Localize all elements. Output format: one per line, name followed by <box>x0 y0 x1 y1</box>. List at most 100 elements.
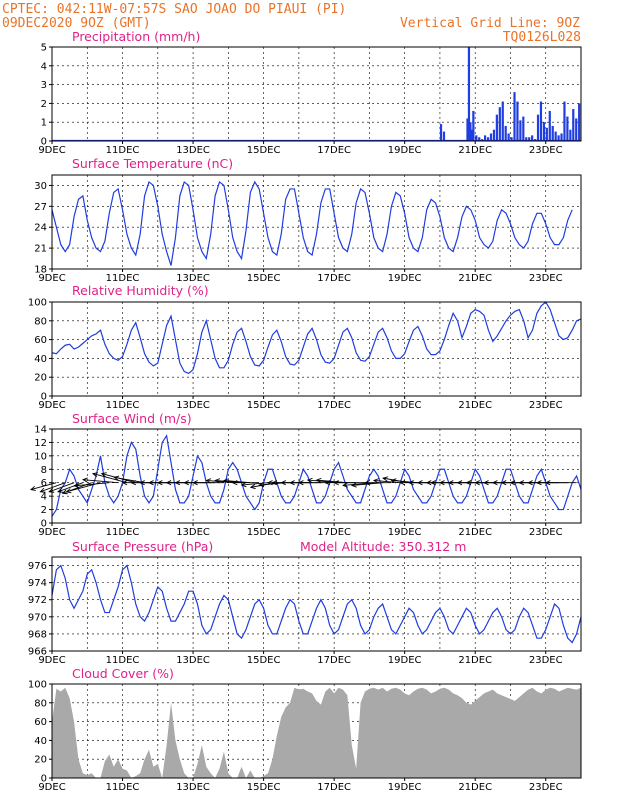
wind-vector-head <box>73 482 80 488</box>
wind-vector-head <box>192 480 198 486</box>
pres-xtick-label: 9DEC <box>38 655 65 666</box>
wind-vector-head <box>500 480 507 486</box>
wind-vector-head <box>408 480 414 486</box>
wind-vector-head <box>483 480 489 486</box>
precip-bar <box>467 47 471 141</box>
wind-vector-head <box>183 480 190 486</box>
wind-vector-head <box>156 480 163 486</box>
wind-frame <box>51 428 582 524</box>
wind-vector-head <box>289 480 295 486</box>
pres-ytick-label: 974 <box>28 578 47 589</box>
precip-bar <box>439 124 443 141</box>
rh-series-line <box>51 301 582 375</box>
precip-bar <box>484 135 487 141</box>
precip-bar <box>504 125 507 141</box>
wind-vector-head <box>61 489 68 495</box>
temp-xtick-label: 21DEC <box>458 273 492 284</box>
pres-ytick-label: 976 <box>28 561 47 572</box>
precip-ytick-label: 3 <box>41 80 47 91</box>
precip-bar <box>557 135 560 141</box>
wind-vector-head <box>509 480 516 486</box>
precip-xtick-label: 13DEC <box>176 145 210 156</box>
temp-xtick-label: 19DEC <box>388 273 422 284</box>
pres-xtick-label: 23DEC <box>529 655 563 666</box>
precip-bar <box>489 133 493 141</box>
pres-ytick-label: 970 <box>28 612 47 623</box>
precip-xtick-label: 19DEC <box>388 145 422 156</box>
header-date: 09DEC2020 9OZ (GMT) <box>2 16 151 31</box>
wind-vector-head <box>271 480 278 486</box>
temp-xtick-label: 15DEC <box>247 273 281 284</box>
cloud-area <box>52 687 581 778</box>
wind-vector-head <box>91 472 98 478</box>
precip-bar <box>501 101 504 141</box>
panel-pressure: Surface Pressure (hPa) Model Altitude: 3… <box>28 539 582 666</box>
precip-bar <box>539 101 543 141</box>
pres-xtick-label: 15DEC <box>247 655 281 666</box>
precip-ytick-label: 4 <box>41 61 47 72</box>
wind-ytick-label: 8 <box>41 465 47 476</box>
precip-xtick-label: 17DEC <box>317 145 351 156</box>
wind-vector-head <box>297 480 304 486</box>
temp-ytick-label: 18 <box>34 265 47 276</box>
cloud-ytick-label: 0 <box>41 774 47 785</box>
precip-bar <box>545 127 548 141</box>
wind-vector-head <box>240 482 247 488</box>
wind-vector-head <box>544 480 551 486</box>
wind-vector-head <box>342 482 348 488</box>
precip-bar <box>495 114 498 141</box>
wind-vector-head <box>324 480 331 486</box>
wind-vector-head <box>447 480 454 486</box>
cloud-xtick-label: 13DEC <box>176 782 210 793</box>
wind-vector <box>40 482 66 493</box>
wind-vector <box>30 482 57 490</box>
precip-bar <box>492 129 496 141</box>
wind-vector-head <box>306 477 313 483</box>
precip-ytick-label: 5 <box>41 43 47 54</box>
precip-bar <box>566 116 569 141</box>
wind-vector-head <box>372 478 379 484</box>
precip-xtick-label: 11DEC <box>106 145 140 156</box>
cloud-ytick-label: 80 <box>34 698 47 709</box>
panel-humidity: Relative Humidity (%) 0 20 40 60 80 100 9DEC 11… <box>28 283 582 411</box>
wind-series-line <box>51 434 582 517</box>
wind-vector-head <box>48 487 55 493</box>
wind-vector-head <box>165 480 172 486</box>
wind-xtick-label: 15DEC <box>247 527 281 538</box>
wind-vector <box>74 482 110 487</box>
precip-xtick-label: 23DEC <box>529 145 563 156</box>
temp-title: Surface Temperature (nC) <box>72 156 233 171</box>
wind-vector-head <box>130 480 137 486</box>
precip-xtick-label: 15DEC <box>247 145 281 156</box>
precip-xtick-label: 9DEC <box>38 145 65 156</box>
precip-bar <box>572 109 575 141</box>
precip-bar <box>528 137 531 141</box>
temp-frame <box>51 174 582 270</box>
cloud-ytick-label: 20 <box>34 755 47 766</box>
wind-vector-head <box>139 480 145 486</box>
wind-vector-head <box>82 477 88 483</box>
pres-xtick-label: 13DEC <box>176 655 210 666</box>
rh-ytick-label: 0 <box>41 392 47 403</box>
pres-series-line <box>51 564 582 644</box>
wind-vector-head <box>416 480 423 486</box>
wind-vector-head <box>205 478 212 484</box>
pres-ytick-label: 972 <box>28 595 47 606</box>
precip-bar <box>442 131 446 141</box>
wind-vector-head <box>535 480 542 486</box>
precip-bar <box>569 129 572 141</box>
wind-vector <box>92 473 128 484</box>
rh-ytick-label: 60 <box>34 335 47 346</box>
wind-vector <box>206 479 233 484</box>
temp-ytick-label: 21 <box>34 244 47 255</box>
precip-ytick-label: 0 <box>41 137 47 148</box>
precip-bar <box>475 135 478 141</box>
rh-ytick-label: 20 <box>34 373 47 384</box>
wind-ytick-label: 14 <box>34 425 47 436</box>
wind-xtick-label: 13DEC <box>176 527 210 538</box>
precip-bar <box>531 135 534 141</box>
wind-vector-head <box>280 480 286 486</box>
cloud-xtick-label: 21DEC <box>458 782 492 793</box>
rh-xtick-label: 19DEC <box>388 400 422 411</box>
temp-xtick-label: 13DEC <box>176 273 210 284</box>
